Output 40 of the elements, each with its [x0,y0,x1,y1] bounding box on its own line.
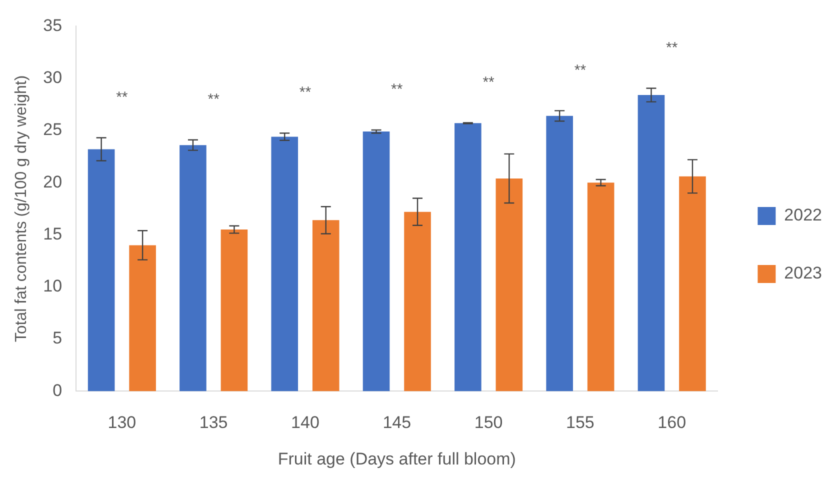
bar [271,136,298,392]
annotation: ** [482,74,495,91]
bar [88,149,115,392]
y-tick-label: 5 [52,328,62,348]
y-tick-label: 0 [52,380,62,400]
x-axis-title: Fruit age (Days after full bloom) [278,449,516,468]
bar [312,220,340,392]
bar [679,176,706,392]
x-tick-label: 145 [382,413,412,432]
legend-label: 2023 [784,264,822,283]
y-tick-label: 20 [43,172,62,192]
bar [180,145,206,392]
y-tick-label: 15 [43,224,62,244]
bar [220,230,248,392]
x-tick-label: 155 [566,413,594,432]
bar [362,132,390,392]
x-tick-label: 140 [291,413,320,432]
annotation: ** [574,62,586,79]
annotation: ** [666,39,678,56]
bar [638,95,665,392]
x-tick-label: 160 [658,413,686,432]
bar [454,123,482,392]
annotation: ** [208,91,220,108]
annotation: ** [391,81,403,98]
bar [404,212,431,392]
y-tick-label: 30 [43,68,62,88]
y-tick-label: 25 [43,120,62,140]
bar [587,182,614,392]
bar [129,245,156,392]
annotation: ** [116,88,128,106]
x-tick-label: 150 [474,413,503,432]
bar [546,116,573,392]
y-tick-label: 10 [43,276,62,296]
legend-label: 2022 [784,206,822,225]
y-axis-title: Total fat contents (g/100 g dry weight) [13,75,30,342]
annotation: ** [299,84,312,102]
x-tick-label: 130 [108,413,136,432]
bar [496,178,523,392]
x-tick-label: 135 [199,413,228,432]
y-tick-label: 35 [43,16,62,35]
